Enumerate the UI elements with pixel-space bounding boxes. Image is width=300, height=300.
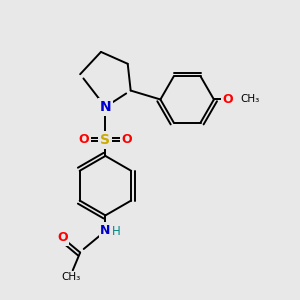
Text: H: H <box>112 225 121 238</box>
Text: N: N <box>100 100 111 114</box>
Text: CH₃: CH₃ <box>241 94 260 104</box>
Text: CH₃: CH₃ <box>61 272 81 282</box>
Text: O: O <box>57 231 68 244</box>
Text: O: O <box>79 133 89 146</box>
Text: S: S <box>100 133 110 147</box>
Text: N: N <box>100 224 111 237</box>
Text: O: O <box>223 93 233 106</box>
Text: O: O <box>122 133 132 146</box>
